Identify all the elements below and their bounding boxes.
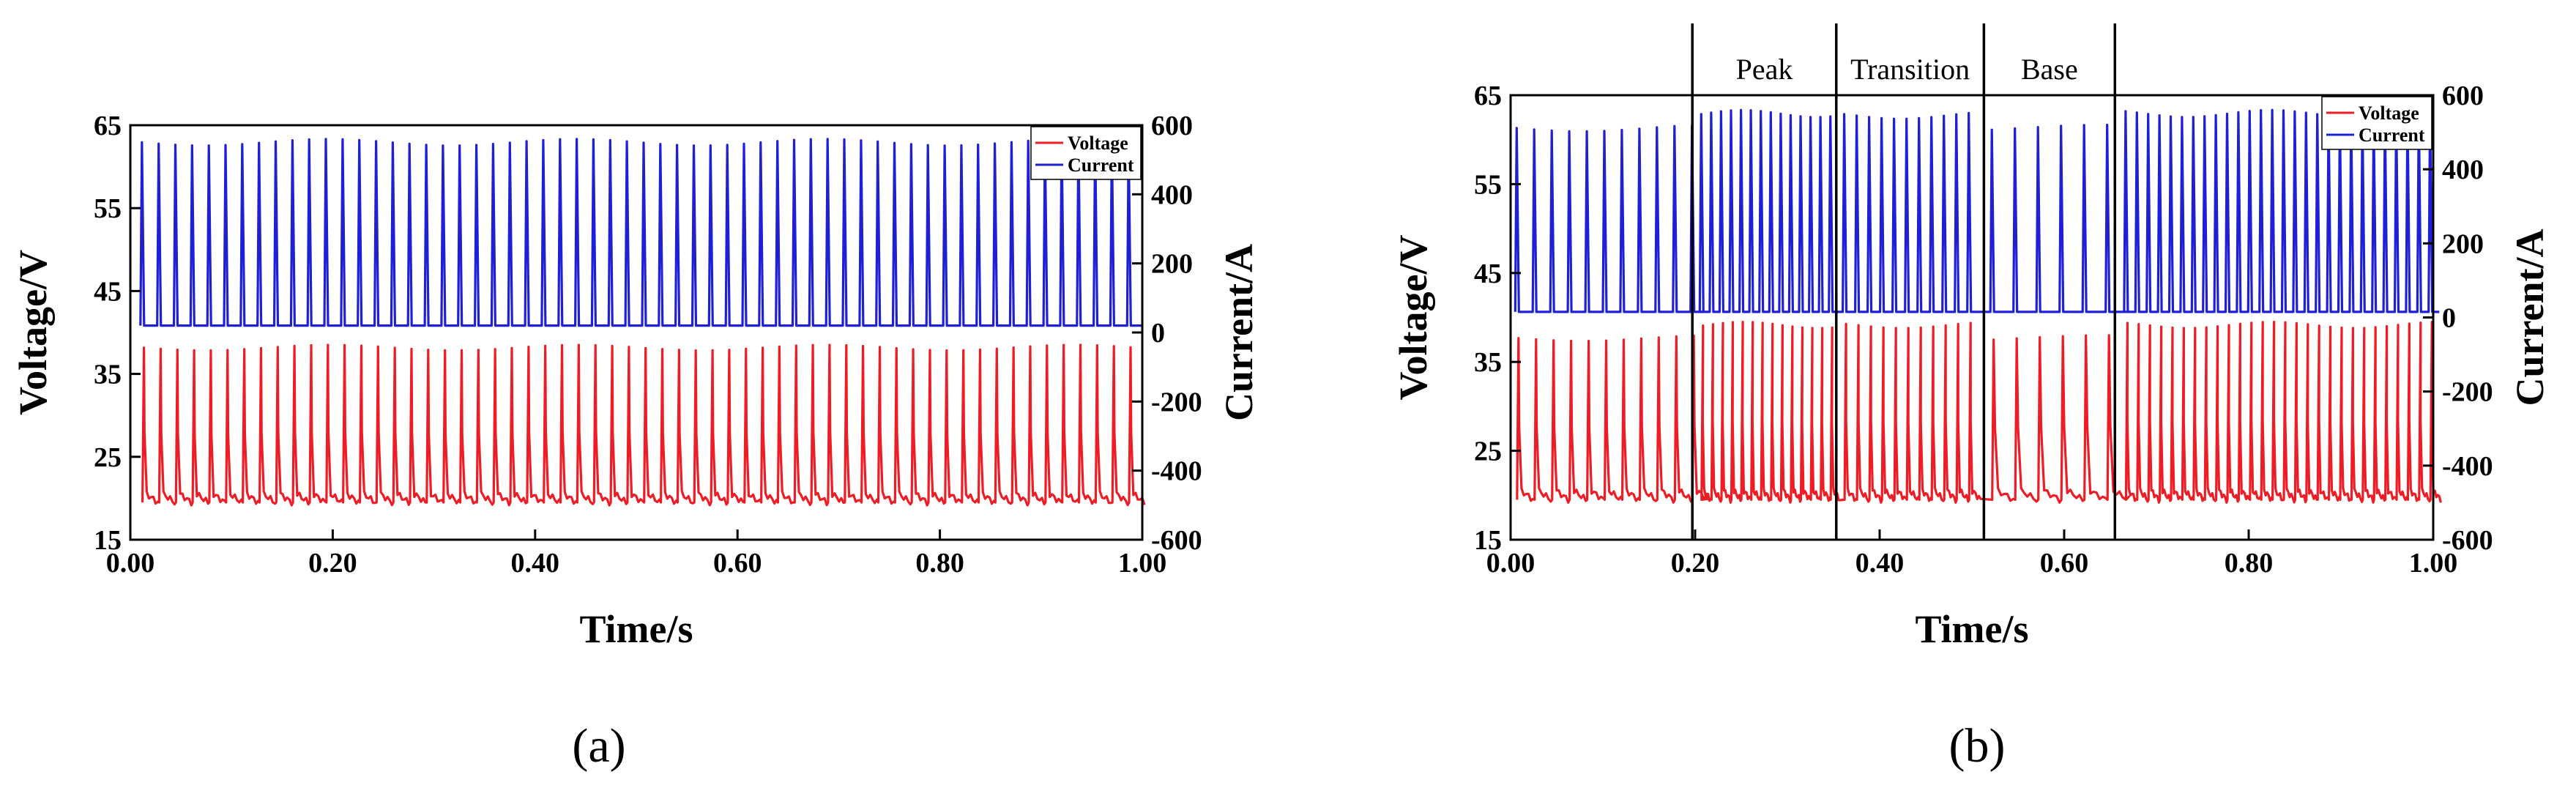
y-left-tick-label: 65 — [94, 111, 122, 141]
legend-label-voltage: Voltage — [2359, 103, 2419, 124]
x-tick-label: 1.00 — [1118, 548, 1167, 579]
y-right-tick-label: -200 — [2442, 377, 2493, 408]
y-right-tick-label: 400 — [2442, 155, 2484, 185]
legend-label-voltage: Voltage — [1068, 133, 1128, 154]
x-tick-label: 0.20 — [1671, 548, 1720, 579]
y-left-axis-title: Voltage/V — [1391, 235, 1435, 401]
y-left-tick-label: 15 — [1474, 525, 1502, 556]
panel-a: 0.00 0.20 0.40 0.60 0.80 1.00 15 25 35 45 55 65 -600… — [11, 111, 1261, 773]
phase-label-transition: Transition — [1850, 53, 1970, 86]
y-left-tick-label: 55 — [94, 193, 122, 224]
y-right-tick-label: 200 — [2442, 228, 2484, 259]
x-tick-label: 0.60 — [713, 548, 762, 579]
series-voltage-line — [1516, 321, 2442, 504]
x-axis-title: Time/s — [1915, 607, 2028, 651]
y-left-tick-label: 55 — [1474, 169, 1502, 200]
y-left-tick-label: 25 — [1474, 436, 1502, 467]
panel-label: (b) — [1949, 719, 2006, 773]
y-right-tick-label: 200 — [1151, 249, 1193, 280]
y-left-axis-title: Voltage/V — [11, 250, 55, 415]
plot-frame — [129, 124, 1144, 541]
y-right-tick-label: -400 — [2442, 451, 2493, 482]
x-tick-label: 0.60 — [2040, 548, 2089, 579]
y-left-tick-label: 45 — [1474, 259, 1502, 289]
y-right-tick-label: -600 — [1151, 525, 1202, 556]
y-left-tick-label: 25 — [94, 442, 122, 473]
y-right-tick-label: 600 — [1151, 111, 1193, 141]
x-tick-label: 0.80 — [2225, 548, 2274, 579]
y-left-tick-label: 15 — [94, 525, 122, 556]
y-right-tick-label: -400 — [1151, 456, 1202, 487]
y-right-tick-label: 400 — [1151, 179, 1193, 210]
x-tick-label: 0.00 — [106, 548, 155, 579]
panel-label: (a) — [572, 719, 625, 773]
y-right-tick-label: -200 — [1151, 387, 1202, 417]
panel-b: Peak Transition Base 0.00 0.20 0.40 0.60 0.80 1.… — [1391, 23, 2552, 773]
y-right-tick-label: -600 — [2442, 525, 2493, 556]
legend-box — [2321, 96, 2432, 150]
y-right-axis-title: Current/A — [1217, 244, 1261, 421]
legend-box — [1030, 126, 1142, 180]
x-axis-title: Time/s — [579, 607, 693, 651]
series-current-line — [139, 138, 1143, 327]
y-left-tick-label: 45 — [94, 276, 122, 307]
y-left-tick-label: 35 — [94, 360, 122, 390]
phase-label-base: Base — [2021, 53, 2078, 86]
y-right-tick-label: 0 — [1151, 318, 1165, 349]
series-voltage-line — [141, 343, 1146, 507]
x-tick-label: 1.00 — [2409, 548, 2458, 579]
legend-label-current: Current — [2359, 124, 2425, 146]
x-tick-label: 0.80 — [915, 548, 964, 579]
legend-label-current: Current — [1068, 155, 1134, 176]
x-tick-label: 0.20 — [308, 548, 357, 579]
x-tick-label: 0.40 — [511, 548, 560, 579]
x-tick-label: 0.40 — [1855, 548, 1905, 579]
phase-label-peak: Peak — [1736, 53, 1793, 86]
y-left-tick-label: 35 — [1474, 347, 1502, 378]
y-right-axis-title: Current/A — [2508, 229, 2552, 406]
y-right-tick-label: 0 — [2442, 303, 2456, 334]
y-right-tick-label: 600 — [2442, 81, 2484, 111]
y-left-tick-label: 65 — [1474, 81, 1502, 111]
x-tick-label: 0.00 — [1486, 548, 1535, 579]
series-current-line — [1514, 108, 2440, 313]
